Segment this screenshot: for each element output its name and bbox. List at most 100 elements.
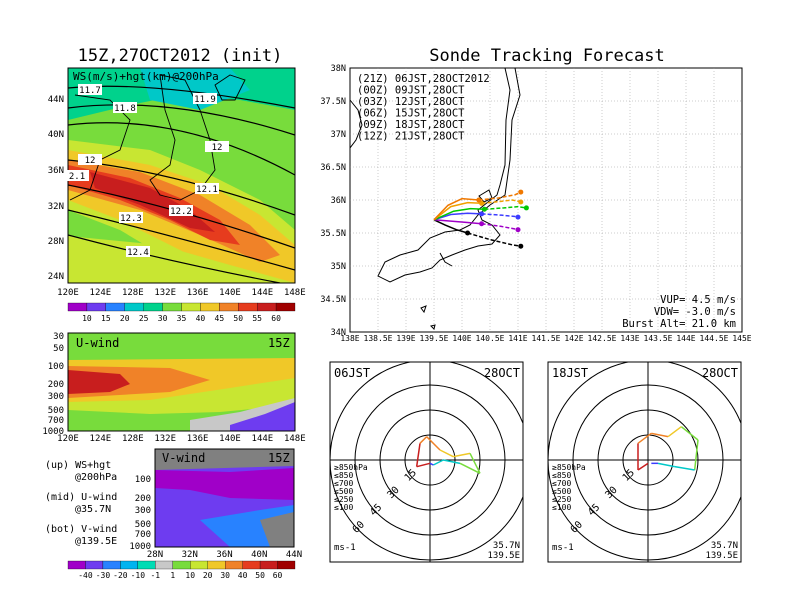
map-colorbar-swatch: [275, 302, 296, 312]
wind-colorbar-swatch: [85, 560, 104, 570]
contour-label-text: 11.8: [114, 104, 136, 114]
contour-label: 12.3: [119, 212, 143, 224]
u-panel-label: U-wind: [76, 336, 119, 350]
map-colorbar-tick: 30: [158, 314, 168, 323]
hodograph-loc-lon: 139.5E: [705, 551, 738, 561]
param-vup: VUP= 4.5 m/s: [660, 294, 736, 306]
map-lat-label: 32N: [48, 202, 64, 212]
map-lon-label: 148E: [284, 288, 306, 298]
track-lat-label: 34.5N: [320, 295, 346, 305]
map-colorbar-tick: 10: [82, 314, 92, 323]
hodograph-level-legend: ≤700: [334, 479, 353, 488]
v-lat-label: 32N: [182, 550, 198, 560]
v-panel-time: 15Z: [268, 451, 290, 465]
wind-colorbar-tick: 10: [185, 571, 195, 580]
contour-label-text: 12.3: [120, 214, 142, 224]
hodograph-trace-segment: [429, 462, 434, 466]
u-pressure-label: 200: [48, 380, 64, 390]
hodograph-level-legend: ≤700: [552, 479, 571, 488]
map-lat-label: 28N: [48, 237, 64, 247]
u-lon-label: 132E: [154, 434, 176, 444]
hodograph-level-legend: ≤500: [552, 487, 571, 496]
map-colorbar-tick: 55: [252, 314, 262, 323]
wind-colorbar-tick: 40: [238, 571, 248, 580]
right-title: Sonde Tracking Forecast: [429, 46, 664, 66]
hodograph-time-label: 06JST: [334, 366, 370, 380]
track-panel: (21Z) 06JST,28OCT2012(00Z) 09JST,28OCT(0…: [320, 64, 751, 343]
map-colorbar-tick: 45: [215, 314, 225, 323]
track-lat-label: 38N: [331, 64, 346, 74]
track-legend-item: (03Z) 12JST,28OCT: [357, 96, 465, 108]
legend-up-a: (up) WS+hgt: [45, 460, 111, 471]
track-lon-label: 144E: [676, 334, 695, 343]
hodograph-frame: [547, 361, 742, 563]
u-pressure-label: 300: [48, 392, 64, 402]
legend-bot-b: @139.5E: [75, 536, 117, 547]
track-lon-label: 140E: [452, 334, 471, 343]
u-lon-label: 128E: [122, 434, 144, 444]
param-vdw: VDW= -3.0 m/s: [654, 306, 736, 318]
u-pressure-label: 100: [48, 362, 64, 372]
hodograph-loc-lat: 35.7N: [493, 541, 520, 551]
track-lat-label: 35N: [331, 262, 346, 272]
u-pressure-label: 30: [53, 332, 64, 342]
map-colorbar-swatch: [67, 302, 88, 312]
map-lon-label: 136E: [187, 288, 209, 298]
contour-label: 12: [78, 154, 102, 166]
hodograph-level-legend: ≤250: [552, 495, 571, 504]
v-lat-label: 36N: [216, 550, 232, 560]
track-lon-label: 143.5E: [644, 334, 673, 343]
contour-label: 2.1: [65, 170, 89, 182]
v-lat-label: 44N: [286, 550, 302, 560]
ws-map-panel: WS(m/s)+hgt(km)@200hPa 11.7 11.8 11.9 12 12 1…: [48, 67, 306, 323]
wind-colorbar-swatch: [155, 560, 173, 570]
v-pressure-label: 700: [135, 530, 151, 540]
v-pressure-label: 500: [135, 520, 151, 530]
track-burst-point: [481, 206, 487, 212]
wind-colorbar-swatch: [137, 560, 156, 570]
contour-label: 12.2: [169, 205, 193, 217]
map-lon-label: 140E: [219, 288, 241, 298]
track-lon-label: 138.5E: [364, 334, 393, 343]
u-lon-label: 136E: [187, 434, 209, 444]
u-lon-label: 148E: [284, 434, 306, 444]
v-panel-label: V-wind: [162, 451, 205, 465]
map-colorbar-tick: 40: [196, 314, 206, 323]
wind-colorbar-tick: -20: [113, 571, 128, 580]
legend-bot-a: (bot) V-wind: [45, 524, 117, 535]
wind-colorbar-swatch: [67, 560, 86, 570]
hodograph-trace-segment: [469, 452, 481, 474]
wind-colorbar-swatch: [190, 560, 208, 570]
contour-label: 12.1: [195, 183, 219, 195]
map-lat-label: 40N: [48, 130, 64, 140]
wind-colorbar-swatch: [102, 560, 121, 570]
panel-legend: (up) WS+hgt @200hPa (mid) U-wind @35.7N …: [45, 460, 117, 547]
track-lat-label: 36N: [331, 196, 346, 206]
hodograph-trace-segment: [637, 432, 652, 444]
hodograph-trace-segment: [637, 462, 649, 471]
track-descent-line: [481, 199, 521, 205]
u-pressure-label: 1000: [42, 427, 64, 437]
track-series: [433, 189, 524, 221]
track-landing-point: [515, 227, 521, 233]
map-lat-label: 24N: [48, 272, 64, 282]
track-lat-label: 37N: [331, 130, 346, 140]
u-lon-label: 124E: [90, 434, 112, 444]
v-lat-label: 28N: [147, 550, 163, 560]
track-lon-label: 141E: [508, 334, 527, 343]
map-colorbar-swatch: [143, 302, 163, 312]
track-lon-label: 141.5E: [532, 334, 561, 343]
hodograph-trace-segment: [657, 462, 675, 468]
u-panel-time: 15Z: [268, 336, 290, 350]
contour-label-text: 12: [85, 156, 96, 166]
contour-label: 11.9: [193, 93, 217, 105]
track-series: [433, 219, 524, 249]
track-series: [433, 219, 521, 233]
legend-up-b: @200hPa: [75, 472, 117, 483]
wind-colorbar-tick: -1: [150, 571, 160, 580]
hodograph-trace-segment: [459, 462, 481, 475]
track-ascent-line: [433, 219, 482, 225]
track-legend-item: (12Z) 21JST,28OCT: [357, 131, 465, 143]
